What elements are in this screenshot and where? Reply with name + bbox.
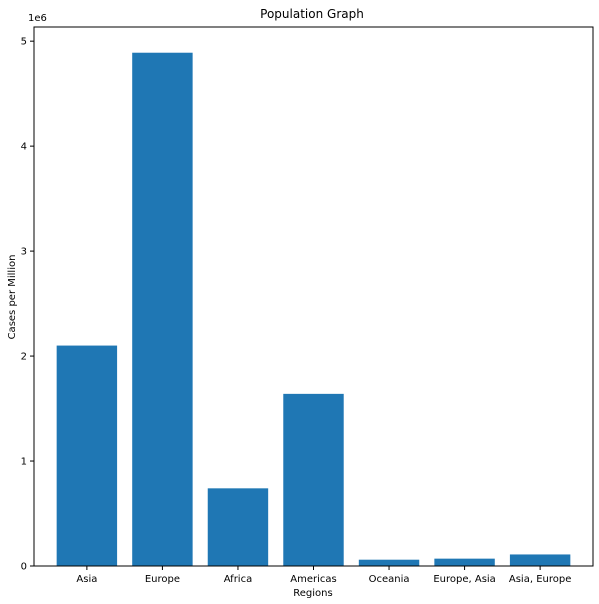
y-tick-label: 0 xyxy=(21,562,27,573)
y-tick-label: 2 xyxy=(21,352,27,363)
y-tick-label: 5 xyxy=(21,37,27,48)
x-tick-label: Europe, Asia xyxy=(433,574,495,585)
bar-europe xyxy=(132,52,193,567)
bar-asia-europe xyxy=(509,554,571,566)
bar-europe-asia xyxy=(434,558,495,566)
bar-asia xyxy=(56,345,118,566)
y-tick-label: 1 xyxy=(21,457,27,468)
plot-frame xyxy=(33,26,594,567)
x-tick-label: Europe xyxy=(145,574,180,585)
x-axis-ticks: Asia Europe Africa Americas Oceania Europe, A… xyxy=(76,566,571,585)
x-tick-label: Asia, Europe xyxy=(509,574,571,585)
x-tick-label: Americas xyxy=(290,574,336,585)
chart-title: Population Graph xyxy=(260,7,364,21)
x-axis-label: Regions xyxy=(293,588,332,599)
bar-oceania xyxy=(358,559,420,566)
y-axis-ticks: 0 1 2 3 4 5 xyxy=(21,37,34,573)
bar-americas xyxy=(283,393,344,566)
y-axis-offset-label: 1e6 xyxy=(28,13,47,24)
y-tick-label: 4 xyxy=(21,142,27,153)
y-axis-label: Cases per Million xyxy=(7,255,18,340)
x-tick-label: Asia xyxy=(76,574,97,585)
x-tick-label: Oceania xyxy=(369,574,410,585)
bar-africa xyxy=(207,488,269,566)
x-tick-label: Africa xyxy=(224,574,253,585)
y-tick-label: 3 xyxy=(21,247,27,258)
bars-group xyxy=(56,52,571,567)
